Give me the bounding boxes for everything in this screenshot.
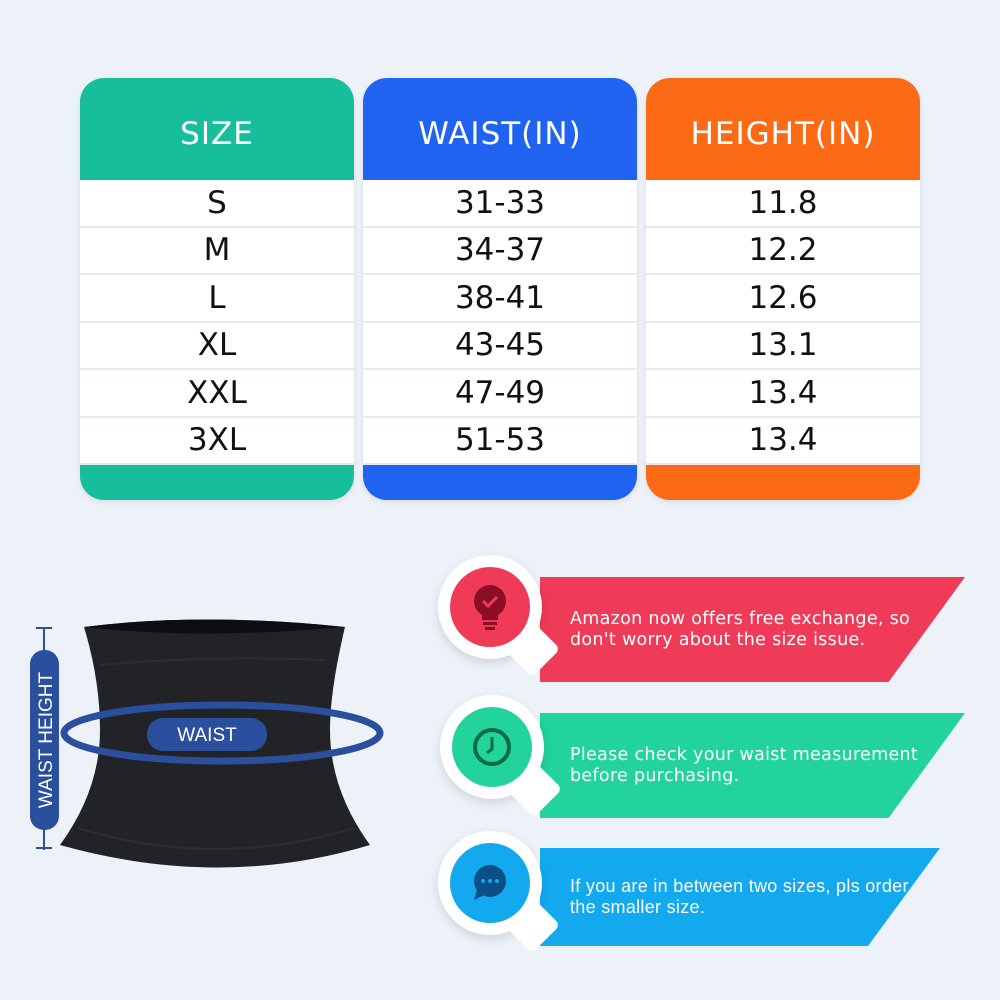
size-cell: XL [80,323,354,370]
tip-text: Please check your waist measurement befo… [570,744,919,786]
waist-height-pill [30,650,59,830]
size-header: SIZE [180,116,254,152]
height-cell: 12.6 [646,275,920,323]
chat-bubble-icon [450,843,530,923]
height-column: HEIGHT(IN) 11.8 12.2 12.6 13.1 13.4 13.4 [646,78,920,500]
waist-cell: 43-45 [363,323,637,370]
lightbulb-check-icon [450,567,530,647]
waist-cell: 31-33 [363,180,637,228]
waist-ring [60,701,384,765]
waist-cell: 51-53 [363,418,637,465]
tip-banner: If you are in between two sizes, pls ord… [540,848,940,946]
height-cell: 13.1 [646,323,920,370]
height-cell: 12.2 [646,228,920,275]
tip-banner: Please check your waist measurement befo… [540,713,965,818]
waist-header: WAIST(IN) [418,116,582,152]
waist-cell: 47-49 [363,370,637,418]
tip-text: If you are in between two sizes, pls ord… [570,876,909,917]
waist-label-pill [147,718,267,751]
size-cell: M [80,228,354,275]
tip-banner: Amazon now offers free exchange, so don'… [540,577,965,682]
waist-column: WAIST(IN) 31-33 34-37 38-41 43-45 47-49 … [363,78,637,500]
size-cell: L [80,275,354,323]
tip-text: Amazon now offers free exchange, so don'… [570,608,911,650]
waist-label: WAIST [177,725,237,746]
height-cell: 13.4 [646,418,920,465]
waist-cell: 38-41 [363,275,637,323]
size-cell: XXL [80,370,354,418]
size-cell: 3XL [80,418,354,465]
height-cell: 11.8 [646,180,920,228]
size-cell: S [80,180,354,228]
waist-trainer-diagram: WAIST WAIST HEIGHT [30,619,384,868]
clock-icon [452,707,532,787]
waist-height-label: WAIST HEIGHT [36,672,57,809]
size-column: SIZE S M L XL XXL 3XL [80,78,354,500]
waist-cell: 34-37 [363,228,637,275]
height-cell: 13.4 [646,370,920,418]
height-header: HEIGHT(IN) [690,116,876,152]
